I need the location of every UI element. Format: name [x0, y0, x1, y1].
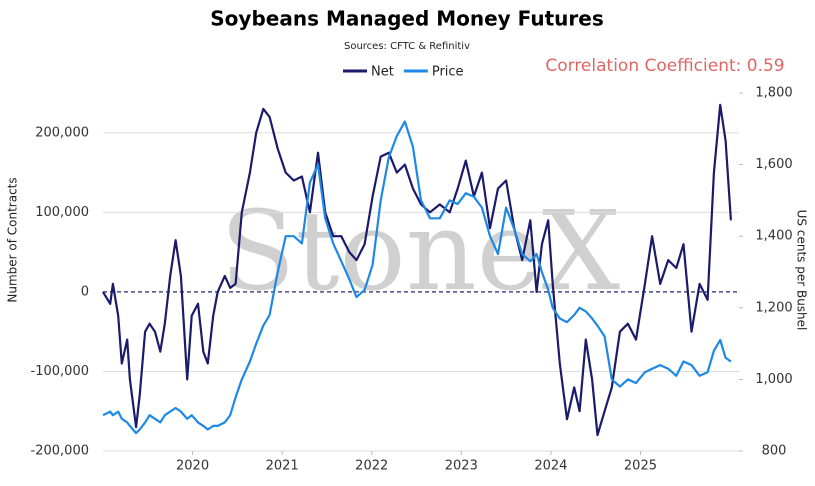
annotation: Correlation Coefficient: 0.59	[545, 56, 784, 76]
y-tick-label: 0	[81, 284, 89, 299]
y-axis-title: Number of Contracts	[6, 177, 20, 302]
y-tick-label: 200,000	[35, 125, 89, 140]
y2-tick-label: 1,000	[755, 372, 792, 387]
y-tick-label: -100,000	[31, 364, 89, 379]
y-tick-label: 100,000	[35, 205, 89, 220]
y2-axis-title: US cents per Bushel	[795, 210, 809, 331]
y-tick-label: -200,000	[31, 444, 89, 459]
x-tick-label: 2021	[266, 459, 299, 474]
y2-tick-label: 1,200	[755, 300, 792, 315]
y2-tick-label: 1,800	[755, 86, 792, 101]
chart-title: Soybeans Managed Money Futures	[210, 7, 603, 31]
y2-tick-label: 1,600	[755, 157, 792, 172]
series-line	[102, 103, 732, 437]
x-tick-label: 2024	[534, 459, 567, 474]
x-tick-label: 2023	[445, 459, 478, 474]
legend-label: Price	[432, 65, 464, 80]
series-line	[102, 120, 732, 435]
watermark: StoneX	[220, 187, 620, 315]
y2-tick-label: 800	[762, 444, 787, 459]
legend-label: Net	[371, 65, 394, 80]
y2-tick-label: 1,400	[755, 229, 792, 244]
x-tick-label: 2020	[176, 459, 209, 474]
x-tick-label: 2022	[355, 459, 388, 474]
chart-subtitle: Sources: CFTC & Refinitiv	[344, 41, 470, 52]
x-tick-label: 2025	[624, 459, 657, 474]
